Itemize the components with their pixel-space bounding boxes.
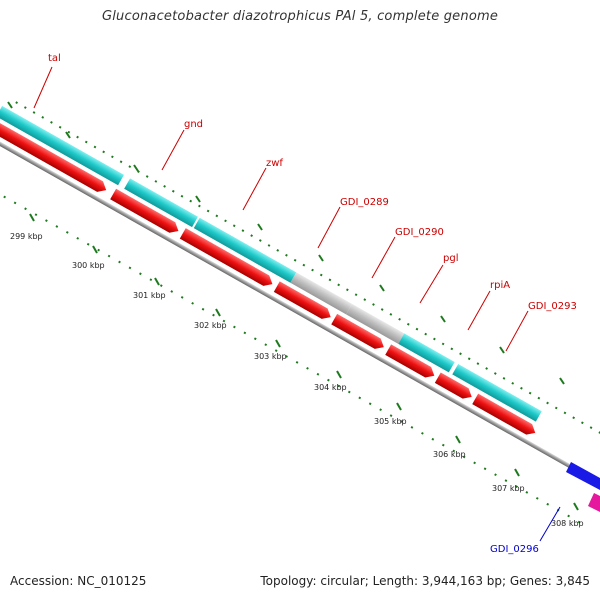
- red-arrow-track: [0, 119, 538, 438]
- topology-text: Topology: circular; Length: 3,944,163 bp…: [260, 574, 590, 588]
- tick-label: 308 kbp: [551, 519, 584, 528]
- gene-label-tal[interactable]: tal: [48, 53, 61, 64]
- feature-blue-arrow[interactable]: [566, 462, 600, 490]
- tick-label: 303 kbp: [254, 352, 287, 361]
- arrow-7[interactable]: [434, 372, 475, 402]
- tick-label: 302 kbp: [194, 321, 227, 330]
- label-leader-gdi-0296: [539, 506, 561, 542]
- feature-magenta-arrow[interactable]: [588, 493, 600, 512]
- map-title: Gluconacetobacter diazotrophicus PAl 5, …: [101, 9, 499, 24]
- tick-label: 301 kbp: [133, 291, 166, 300]
- gene-label-gdi-0296[interactable]: GDI_0296: [490, 544, 539, 555]
- major-ticks: [7, 101, 579, 511]
- arrow-3[interactable]: [179, 228, 276, 289]
- label-leaders: [33, 66, 529, 352]
- tick-label: 307 kbp: [492, 484, 525, 493]
- track-group: [0, 101, 600, 525]
- tick-labels: 299 kbp 300 kbp 301 kbp 302 kbp 303 kbp …: [10, 232, 584, 528]
- arrow-8[interactable]: [472, 393, 538, 438]
- feature-gdi-0290[interactable]: [346, 303, 405, 344]
- tick-label: 305 kbp: [374, 417, 407, 426]
- tick-label: 300 kbp: [72, 261, 105, 270]
- arrow-2[interactable]: [110, 188, 181, 236]
- cds-tal[interactable]: [0, 105, 124, 186]
- cds-rpia[interactable]: [452, 363, 542, 422]
- arrow-5[interactable]: [331, 313, 387, 353]
- cds-gnd[interactable]: [124, 178, 198, 228]
- gene-labels: tal gnd zwf GDI_0289 GDI_0290 pgl rpiA G…: [48, 53, 577, 555]
- tick-label: 304 kbp: [314, 383, 347, 392]
- gene-label-pgl[interactable]: pgl: [443, 253, 458, 264]
- arrow-1[interactable]: [0, 119, 109, 195]
- gene-label-gdi-0289[interactable]: GDI_0289: [340, 197, 389, 208]
- gene-label-gdi-0293[interactable]: GDI_0293: [528, 301, 577, 312]
- accession-text: Accession: NC_010125: [10, 574, 147, 588]
- tick-label: 299 kbp: [10, 232, 43, 241]
- gene-label-rpia[interactable]: rpiA: [490, 280, 510, 291]
- outer-tick-ring: [15, 101, 600, 448]
- cds-pgl[interactable]: [398, 333, 455, 373]
- gene-label-zwf[interactable]: zwf: [266, 158, 283, 169]
- gene-label-gnd[interactable]: gnd: [184, 119, 203, 130]
- arrow-4[interactable]: [273, 281, 334, 322]
- arrow-6[interactable]: [385, 344, 437, 381]
- cds-zwf[interactable]: [193, 217, 297, 283]
- gene-label-gdi-0290[interactable]: GDI_0290: [395, 227, 444, 238]
- feature-gdi-0289[interactable]: [290, 272, 353, 315]
- inner-tick-ring: [0, 177, 583, 525]
- forward-cds-track: [0, 105, 542, 422]
- tick-label: 306 kbp: [433, 450, 466, 459]
- backbone: [0, 133, 600, 492]
